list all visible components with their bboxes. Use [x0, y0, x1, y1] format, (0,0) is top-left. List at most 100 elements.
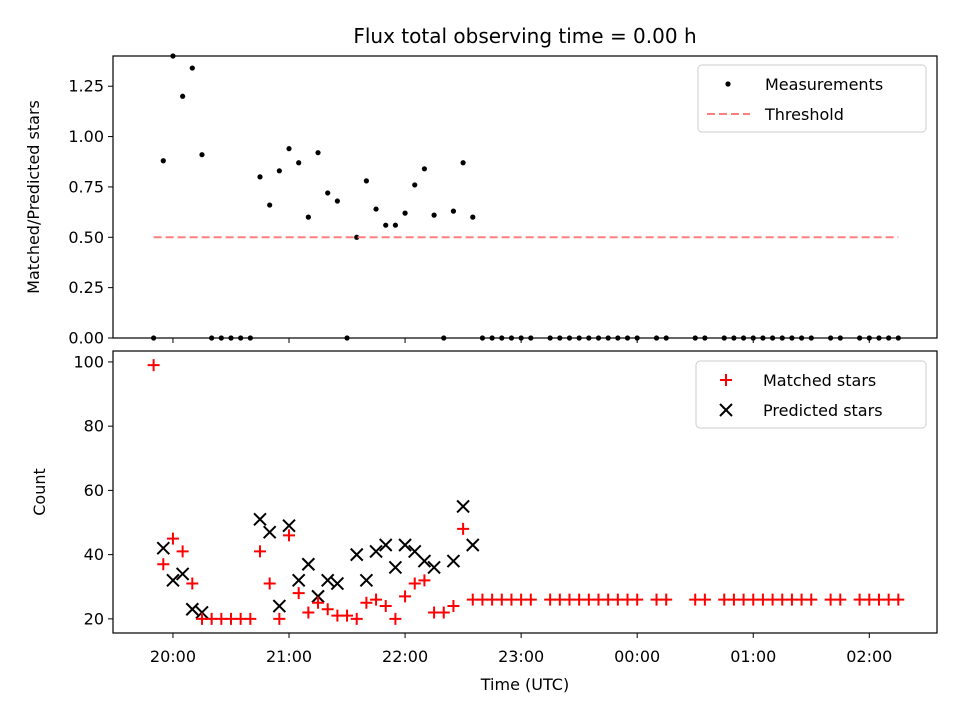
predicted-stars-point — [253, 512, 267, 527]
measurement-point — [373, 206, 379, 212]
bottom-plot-area — [147, 359, 905, 625]
measurement-point — [238, 335, 244, 341]
measurement-point — [412, 182, 418, 188]
legend-predicted-label: Predicted stars — [763, 401, 883, 420]
matched-stars-point — [457, 522, 470, 535]
matched-stars-point — [379, 600, 392, 613]
measurement-point — [547, 335, 553, 341]
matched-stars-point — [254, 545, 267, 558]
measurement-point — [325, 190, 331, 196]
measurement-point — [508, 335, 515, 341]
measurement-point — [489, 335, 495, 341]
measurement-point — [450, 208, 457, 214]
measurement-point — [286, 146, 292, 152]
measurement-point — [653, 335, 660, 341]
bottom-legend-box — [695, 360, 927, 429]
matched-stars-point — [176, 545, 189, 558]
measurement-point — [528, 335, 534, 341]
measurement-point — [363, 178, 369, 184]
bottom-y-tick-label: 20 — [84, 609, 104, 628]
predicted-stars-point — [369, 544, 383, 559]
legend-measurements-marker — [725, 81, 731, 87]
figure-title: Flux total observing time = 0.00 h — [353, 24, 696, 48]
predicted-stars-point — [456, 499, 470, 514]
matched-stars-point — [312, 596, 325, 609]
measurement-point — [876, 335, 882, 341]
measurement-point — [247, 335, 253, 341]
measurement-point — [296, 160, 302, 166]
predicted-stars-point — [466, 538, 480, 552]
bottom-x-tick-label: 01:00 — [730, 647, 776, 666]
count-panel: 20 40 60 80 100 20:00 21:00 22:00 23:00 00:00 01:… — [30, 350, 938, 694]
predicted-stars-point — [388, 560, 403, 575]
measurement-point — [615, 335, 621, 341]
matched-stars-point — [408, 577, 421, 590]
predicted-stars-point — [195, 605, 209, 620]
top-y-tick-label: 0.25 — [68, 278, 104, 297]
predicted-stars-point — [272, 599, 287, 613]
predicted-stars-point — [359, 573, 374, 588]
measurement-point — [895, 335, 901, 341]
matched-stars-point — [370, 593, 383, 606]
matched-stars-point — [341, 609, 354, 622]
measurement-point — [431, 212, 437, 218]
top-axes-frame — [112, 55, 938, 339]
measurement-point — [199, 152, 205, 158]
bottom-x-tick-label: 22:00 — [382, 647, 428, 666]
measurement-point — [392, 222, 399, 228]
predicted-stars-point — [301, 557, 316, 571]
measurement-point — [886, 335, 892, 341]
matched-stars-point — [447, 600, 460, 613]
matched-stars-point — [292, 587, 305, 600]
measurement-point — [460, 160, 466, 166]
measurement-point — [267, 202, 273, 208]
matched-stars-point — [263, 577, 276, 590]
predicted-stars-point — [282, 519, 296, 533]
measurement-point — [344, 335, 350, 341]
measurement-point — [837, 335, 843, 341]
measurement-point — [479, 335, 486, 341]
matched-stars-point — [302, 606, 315, 619]
ratio-panel: 0.00 0.25 0.50 0.75 1.00 1.25 Matched/Predict… — [24, 53, 938, 348]
top-legend: Measurements Threshold — [697, 64, 927, 133]
matched-stars-point — [418, 574, 431, 587]
bottom-x-tick-label: 00:00 — [614, 647, 660, 666]
predicted-stars-point — [398, 538, 412, 552]
measurement-point — [799, 335, 805, 341]
measurement-point — [769, 335, 776, 341]
measurement-point — [228, 335, 234, 341]
measurement-point — [595, 335, 602, 341]
legend-matched-marker — [720, 374, 732, 386]
measurement-point — [750, 335, 756, 341]
bottom-axes-frame — [112, 350, 938, 634]
bottom-x-ticks: 20:00 21:00 22:00 23:00 00:00 01:00 02:00 — [150, 633, 892, 666]
measurement-point — [354, 234, 360, 240]
predicted-stars-point — [330, 576, 345, 591]
matched-stars-point — [244, 612, 257, 625]
measurement-point — [779, 335, 785, 341]
matched-stars-point — [321, 603, 334, 616]
measurement-point — [721, 335, 727, 341]
measurement-point — [605, 335, 611, 341]
bottom-y-tick-label: 100 — [73, 352, 104, 371]
predicted-stars-point — [350, 547, 364, 562]
matched-stars-point — [399, 590, 412, 603]
measurement-point — [808, 335, 814, 341]
matched-stars-point — [834, 593, 847, 606]
top-y-ticks: 0.00 0.25 0.50 0.75 1.00 1.25 — [68, 77, 113, 348]
measurement-point — [702, 335, 708, 341]
measurement-point — [692, 335, 698, 341]
matched-stars-point — [283, 529, 296, 542]
top-y-tick-label: 0.50 — [68, 228, 104, 247]
legend-measurements-label: Measurements — [765, 75, 883, 94]
matched-stars-point — [389, 612, 402, 625]
matched-stars-point — [437, 606, 450, 619]
measurement-point — [189, 65, 195, 71]
matched-stars-point — [186, 577, 199, 590]
bottom-y-tick-label: 60 — [84, 481, 104, 500]
measurement-point — [518, 335, 524, 341]
matched-stars-point — [524, 593, 537, 606]
bottom-x-tick-label: 20:00 — [150, 647, 196, 666]
measurement-point — [151, 335, 157, 341]
predicted-stars-point — [417, 554, 432, 568]
